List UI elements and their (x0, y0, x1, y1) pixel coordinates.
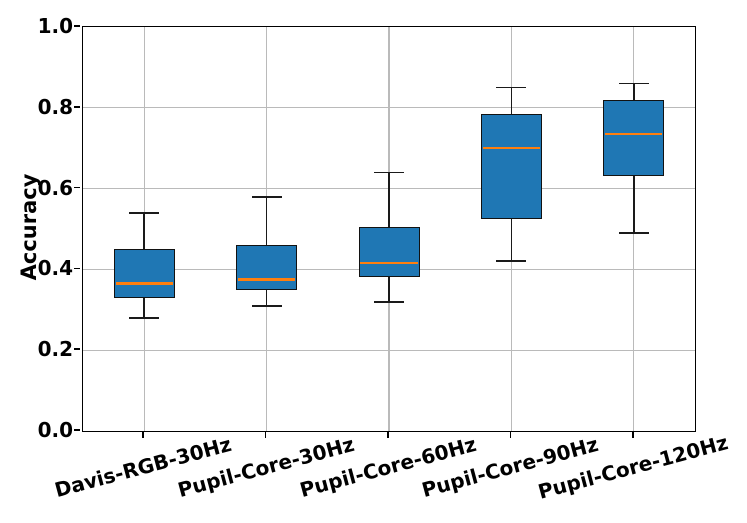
y-tick (74, 186, 81, 189)
x-tick (509, 431, 512, 438)
whisker-lower (143, 297, 145, 318)
median-line (605, 132, 663, 136)
y-tick-label: 1.0 (37, 14, 73, 38)
whisker-cap-upper (496, 86, 527, 89)
y-tick-label: 0.8 (37, 94, 73, 119)
y-tick-label: 0.6 (37, 175, 73, 200)
whisker-cap-upper (374, 171, 404, 174)
whisker-cap-upper (618, 82, 649, 85)
whisker-cap-lower (129, 316, 160, 319)
whisker-cap-lower (374, 300, 404, 303)
y-tick-label: 0.4 (37, 256, 73, 281)
whisker-lower (510, 218, 513, 262)
median-line (482, 147, 541, 150)
whisker-cap-lower (618, 232, 649, 234)
whisker-cap-lower (251, 304, 282, 307)
box (480, 113, 542, 219)
median-line (237, 278, 296, 281)
y-tick (74, 429, 81, 431)
whisker-upper (633, 83, 635, 100)
whisker-cap-lower (496, 260, 527, 263)
x-tick (142, 431, 145, 438)
y-tick (74, 25, 81, 27)
whisker-upper (510, 87, 513, 114)
median-line (360, 262, 418, 265)
whisker-cap-upper (129, 211, 160, 214)
plot-area (82, 26, 696, 432)
y-tick (74, 348, 81, 351)
x-tick (264, 431, 267, 438)
box (358, 226, 420, 278)
x-tick (387, 431, 389, 438)
box (603, 99, 665, 177)
whisker-cap-upper (251, 195, 282, 198)
whisker-upper (143, 212, 145, 250)
box (236, 245, 298, 290)
x-tick (631, 431, 634, 438)
y-tick (74, 267, 81, 270)
whisker-lower (265, 289, 268, 306)
y-tick-label: 0.0 (37, 418, 73, 442)
box (113, 249, 175, 298)
median-line (115, 282, 173, 285)
whisker-upper (265, 196, 268, 246)
whisker-upper (388, 172, 390, 227)
y-tick-label: 0.2 (37, 337, 73, 362)
whisker-lower (633, 176, 635, 234)
y-tick (74, 105, 81, 108)
whisker-lower (388, 277, 390, 302)
